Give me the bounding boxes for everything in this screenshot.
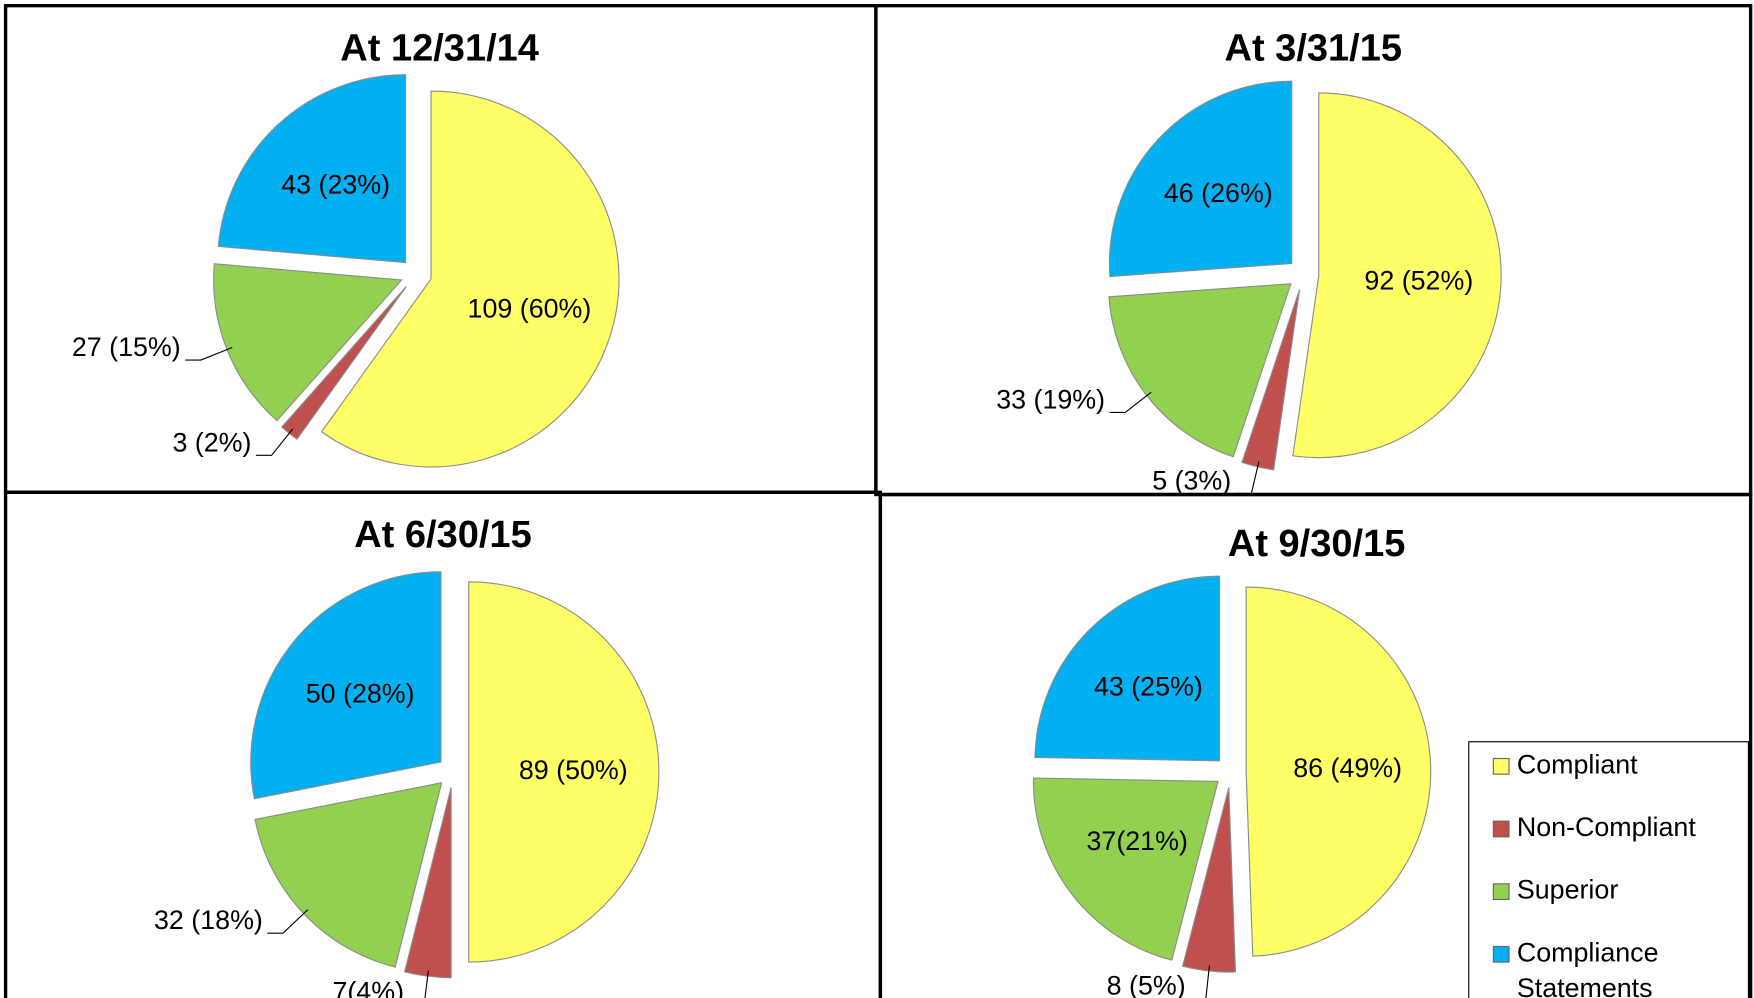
legend-label: Compliance Statements (1517, 937, 1666, 998)
data-label: 86 (49%) (1293, 753, 1402, 783)
data-label: 46 (26%) (1164, 178, 1273, 208)
pie-slice (1034, 575, 1221, 762)
data-label: 32 (18%) (154, 905, 263, 935)
leader-line (185, 347, 233, 361)
data-label: 89 (50%) (519, 755, 628, 785)
pie-slice (1108, 80, 1293, 278)
pie-slice (1245, 586, 1432, 957)
data-label: 43 (25%) (1094, 671, 1203, 701)
leader-line (424, 970, 429, 998)
leader-line (1235, 461, 1260, 495)
data-label: 8 (5%) (1107, 970, 1186, 998)
leader-line (1109, 391, 1152, 413)
legend-label: Compliant (1517, 749, 1638, 779)
data-label: 5 (3%) (1152, 465, 1231, 495)
pie-slice (250, 571, 442, 800)
pie-slice (320, 90, 620, 468)
pie-slice (1032, 777, 1219, 961)
legend-swatch (1492, 945, 1510, 963)
data-label: 27 (15%) (72, 332, 181, 362)
legend-box (1468, 741, 1749, 998)
pie-slice (468, 581, 660, 963)
leader-line (1190, 965, 1210, 998)
data-label: 7(4%) (332, 976, 404, 998)
legend-swatch (1492, 820, 1510, 838)
chart-title: At 9/30/15 (1228, 523, 1406, 565)
data-label: 109 (60%) (468, 294, 592, 324)
leader-line (255, 428, 294, 456)
data-label: 43 (23%) (281, 170, 390, 200)
data-label: 92 (52%) (1364, 266, 1473, 296)
panel (878, 492, 1753, 998)
data-label: 50 (28%) (306, 679, 415, 709)
leader-line (267, 909, 309, 934)
legend-label: Superior (1517, 875, 1618, 905)
data-label: 37(21%) (1086, 826, 1187, 856)
chart-title: At 12/31/14 (340, 27, 539, 69)
chart-title: At 3/31/15 (1225, 27, 1403, 69)
chart-title: At 6/30/15 (354, 514, 532, 556)
data-label: 3 (2%) (172, 427, 251, 457)
legend-label: Non-Compliant (1517, 812, 1696, 842)
pie-slice (217, 74, 407, 264)
pie-slice (1292, 92, 1502, 459)
legend-swatch (1492, 883, 1510, 901)
data-label: 33 (19%) (996, 384, 1105, 414)
legend-swatch (1492, 757, 1510, 775)
